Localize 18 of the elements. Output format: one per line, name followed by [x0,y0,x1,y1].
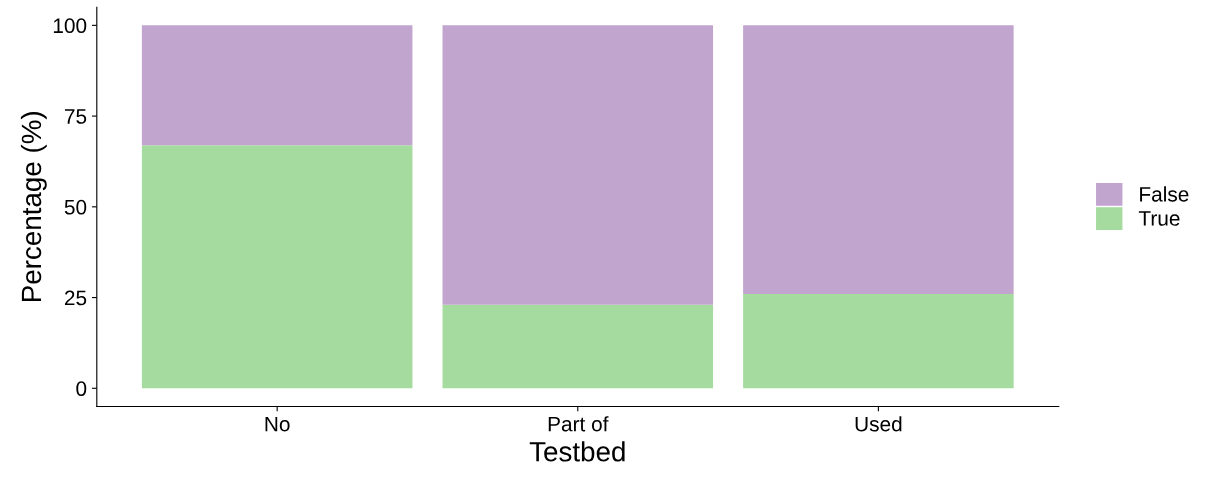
bar [141,145,413,389]
x-tick-label: Part of [548,416,609,432]
y-tick-label: 50 [64,199,87,215]
legend-label: False [1140,186,1189,202]
y-tick-label: 25 [64,290,87,306]
bar [141,25,413,146]
bar [743,293,1014,389]
bar [743,25,1014,294]
y-tick-label: 0 [76,381,87,397]
legend-label: True [1138,211,1180,226]
x-axis-title: Testbed [529,441,625,462]
x-tick-label: Used [855,416,902,432]
bar [442,25,714,305]
bar [442,304,714,389]
x-tick-label: No [265,416,290,432]
y-tick-label: 75 [64,109,87,124]
y-tick-label: 100 [53,18,87,34]
y-axis-title: Percentage (%) [20,112,47,302]
